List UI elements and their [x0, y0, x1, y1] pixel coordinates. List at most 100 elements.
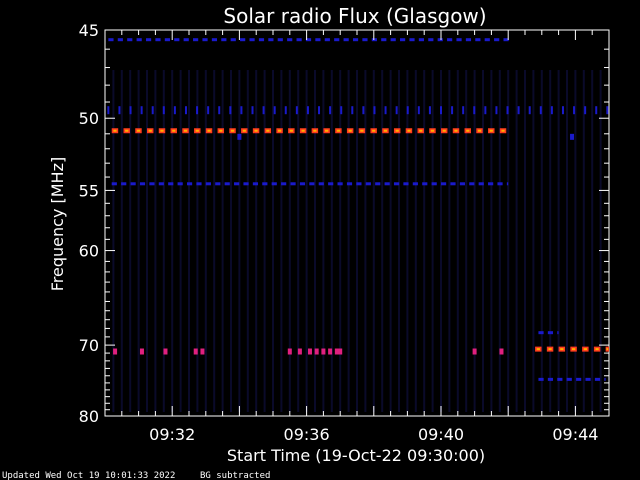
- band-dash-core: [595, 348, 599, 351]
- band-dash: [566, 377, 572, 381]
- band-dash: [290, 182, 296, 186]
- emission-spot: [163, 348, 168, 355]
- band-dash: [296, 38, 302, 42]
- band-dash: [305, 38, 312, 42]
- band-dash-core: [113, 129, 117, 132]
- band-dash: [334, 38, 340, 42]
- band-dash: [437, 38, 443, 42]
- band-tick: [573, 106, 576, 115]
- band-tick: [329, 106, 332, 115]
- emission-spots: [113, 133, 575, 355]
- band-dash: [465, 38, 472, 42]
- band-dash: [450, 182, 456, 186]
- band-dash: [149, 182, 155, 186]
- band-dash-core: [266, 129, 270, 132]
- background-streaks: [112, 70, 602, 412]
- band-dash: [456, 38, 462, 42]
- x-tick-label: 09:40: [418, 425, 464, 444]
- band-dash-core: [277, 129, 282, 132]
- band-dash-core: [466, 129, 470, 132]
- band-tick: [229, 106, 232, 115]
- band-tick: [550, 106, 553, 115]
- band-tick: [118, 106, 121, 115]
- band-dash: [362, 38, 368, 42]
- band-dash: [478, 182, 484, 186]
- band-dash: [309, 182, 315, 186]
- y-axis-ticks: 45 50 55 60 70 80: [79, 21, 609, 426]
- band-tick: [362, 106, 365, 115]
- band-dash-core: [325, 129, 329, 132]
- emission-spot: [113, 348, 118, 355]
- band-dash: [337, 182, 343, 186]
- band-dash-core: [489, 129, 493, 132]
- band-tick: [273, 106, 276, 115]
- band-dash-core: [301, 129, 305, 132]
- band-dash-core: [160, 129, 164, 132]
- band-tick: [351, 106, 354, 115]
- band-dash: [428, 38, 434, 42]
- emission-spot: [472, 348, 477, 355]
- band-dash: [249, 38, 255, 42]
- band-dash-core: [360, 129, 364, 132]
- band-dash: [403, 182, 409, 186]
- band-dash: [130, 182, 136, 186]
- emission-spot: [237, 133, 242, 140]
- band-dash-core: [372, 129, 376, 132]
- band-tick: [528, 106, 531, 115]
- band-tick: [295, 106, 298, 115]
- y-tick-label: 60: [79, 242, 99, 261]
- band-dash-core: [348, 129, 352, 132]
- band-dash-core: [477, 129, 482, 132]
- band-dash: [384, 182, 390, 186]
- band-dash-core: [606, 348, 609, 351]
- band-dash-core: [430, 129, 435, 132]
- band-tick: [384, 106, 387, 115]
- band-dash: [484, 38, 490, 42]
- band-dash: [343, 38, 349, 42]
- band-dash: [158, 182, 164, 186]
- emission-spot: [328, 348, 333, 355]
- emission-spot: [499, 348, 504, 355]
- band-tick: [240, 106, 243, 115]
- band-dash-core: [242, 129, 246, 132]
- band-dash: [324, 38, 330, 42]
- band-dash-core: [548, 348, 552, 351]
- band-tick: [140, 106, 143, 115]
- band-dash: [318, 182, 324, 186]
- band-dash: [503, 38, 509, 42]
- band-dash-core: [536, 348, 540, 351]
- band-dash: [224, 182, 230, 186]
- y-tick-label: 70: [79, 336, 99, 355]
- band-tick: [495, 106, 498, 115]
- band-dash: [186, 182, 193, 186]
- band-dash-core: [395, 129, 399, 132]
- band-tick: [561, 106, 564, 115]
- band-tick: [539, 106, 542, 115]
- band-dash-core: [336, 129, 341, 132]
- y-axis-label: Frequency [MHz]: [48, 157, 67, 291]
- band-tick: [196, 106, 199, 115]
- band-tick: [484, 106, 487, 115]
- band-dash: [183, 38, 189, 42]
- band-dash: [431, 182, 437, 186]
- band-dash: [277, 38, 283, 42]
- band-tick: [506, 106, 509, 115]
- band-dash: [243, 182, 249, 186]
- band-dash: [547, 377, 554, 381]
- band-dash: [271, 182, 277, 186]
- y-tick-label: 45: [79, 21, 99, 40]
- band-tick: [251, 106, 254, 115]
- band-dash-core: [501, 129, 505, 132]
- band-dash: [459, 182, 465, 186]
- band-dash: [412, 182, 418, 186]
- emission-spot: [200, 348, 205, 355]
- band-dash: [469, 182, 475, 186]
- band-dash: [287, 38, 293, 42]
- band-dash: [409, 38, 415, 42]
- band-dash: [268, 38, 274, 42]
- band-dash-core: [207, 129, 211, 132]
- band-dash-core: [407, 129, 411, 132]
- emission-spot: [193, 348, 198, 355]
- band-tick: [584, 106, 587, 115]
- emission-spot: [570, 133, 575, 140]
